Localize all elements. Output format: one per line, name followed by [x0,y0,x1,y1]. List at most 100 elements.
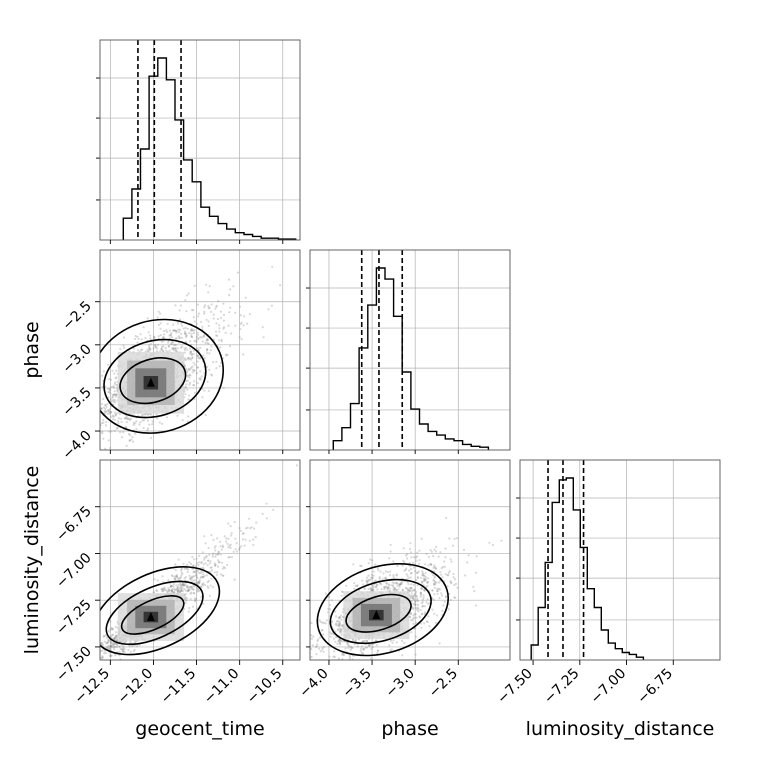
scatter-geocent-time-vs-luminosity-distance-point-371 [187,589,190,593]
scatter-geocent-time-vs-luminosity-distance-point-1391 [100,642,102,645]
scatter-geocent-time-vs-phase-point-582 [132,423,135,426]
scatter-phase-vs-luminosity-distance-point-336 [421,612,424,615]
scatter-geocent-time-vs-phase-point-769 [209,349,212,352]
scatter-geocent-time-vs-luminosity-distance-point-987 [174,578,177,581]
scatter-phase-vs-luminosity-distance-point-1332 [415,579,418,582]
scatter-phase-vs-luminosity-distance-point-144 [418,615,421,618]
scatter-phase-vs-luminosity-distance-point-253 [421,600,424,604]
scatter-geocent-time-vs-phase-point-407 [262,336,265,339]
scatter-geocent-time-vs-phase-point-954 [102,437,105,440]
scatter-phase-vs-luminosity-distance-point-485 [422,594,425,597]
scatter-geocent-time-vs-phase-point-598 [146,413,150,416]
scatter-phase-vs-luminosity-distance-point-149 [370,576,373,579]
scatter-geocent-time-vs-phase-point-279 [96,412,98,414]
scatter-phase-vs-luminosity-distance-point-1349 [379,582,382,585]
scatter-phase-vs-luminosity-distance-point-170 [415,572,418,575]
scatter-phase-vs-luminosity-distance-point-1229 [420,587,423,590]
scatter-geocent-time-vs-phase-point-869 [238,305,242,308]
scatter-phase-vs-luminosity-distance-point-8 [371,645,374,649]
scatter-geocent-time-vs-phase-point-1095 [203,357,206,360]
scatter-geocent-time-vs-luminosity-distance-point-904 [244,538,247,541]
scatter-geocent-time-vs-phase-point-943 [192,369,196,372]
scatter-geocent-time-vs-phase-point-1306 [147,427,150,430]
scatter-phase-vs-luminosity-distance-point-1221 [407,583,410,586]
x-tick-label-geocent-time-2: −11.5 [158,666,200,708]
scatter-phase-vs-luminosity-distance-point-1260 [338,627,341,630]
scatter-geocent-time-vs-luminosity-distance-point-761 [110,636,113,639]
scatter-geocent-time-vs-phase-point-1216 [161,349,165,353]
scatter-phase-vs-luminosity-distance-point-541 [416,571,419,574]
scatter-geocent-time-vs-luminosity-distance-point-1019 [245,527,248,530]
scatter-phase-vs-luminosity-distance-point-148 [433,583,436,586]
scatter-geocent-time-vs-luminosity-distance-point-3 [138,643,141,647]
scatter-phase-vs-luminosity-distance-point-508 [359,649,362,653]
scatter-geocent-time-vs-phase-point-412 [196,303,199,306]
scatter-geocent-time-vs-phase-point-1380 [92,399,94,401]
scatter-geocent-time-vs-phase-point-794 [154,345,157,348]
scatter-geocent-time-vs-luminosity-distance-point-635 [221,574,224,577]
scatter-phase-vs-luminosity-distance-point-225 [426,580,429,584]
scatter-geocent-time-vs-phase-point-849 [149,413,153,416]
scatter-geocent-time-vs-phase-point-998 [195,372,199,375]
scatter-geocent-time-vs-phase-point-1299 [138,423,141,426]
scatter-geocent-time-vs-phase-point-1225 [107,409,110,412]
scatter-phase-vs-luminosity-distance-point-1387 [354,638,357,641]
scatter-phase-vs-luminosity-distance-point-1268 [340,628,343,631]
scatter-geocent-time-vs-phase-point-1090 [203,333,206,337]
scatter-phase-vs-luminosity-distance-point-286 [401,588,404,591]
scatter-geocent-time-vs-phase-point-446 [219,310,222,313]
scatter-geocent-time-vs-phase-point-1319 [228,294,231,297]
scatter-geocent-time-vs-phase-point-207 [166,330,169,334]
scatter-geocent-time-vs-luminosity-distance-point-375 [199,585,203,588]
scatter-geocent-time-vs-phase-point-524 [183,332,186,335]
scatter-geocent-time-vs-phase-point-1201 [115,393,118,397]
scatter-phase-vs-luminosity-distance-point-402 [327,607,330,611]
scatter-phase-vs-luminosity-distance-point-157 [420,602,423,605]
scatter-geocent-time-vs-luminosity-distance-point-526 [196,569,199,572]
scatter-geocent-time-vs-phase-point-176 [168,329,171,332]
scatter-geocent-time-vs-luminosity-distance-point-864 [123,641,126,644]
scatter-geocent-time-vs-phase-point-963 [187,398,190,401]
scatter-phase-vs-luminosity-distance-point-1355 [423,563,427,566]
scatter-geocent-time-vs-phase-point-900 [224,331,227,334]
scatter-geocent-time-vs-phase-point-734 [136,341,139,344]
scatter-geocent-time-vs-phase-point-762 [90,422,92,424]
scatter-phase-vs-luminosity-distance-point-495 [304,655,306,657]
scatter-geocent-time-vs-luminosity-distance-point-46 [98,651,100,653]
scatter-geocent-time-vs-phase-point-1343 [240,321,243,324]
scatter-phase-vs-luminosity-distance-point-847 [332,637,336,640]
scatter-phase-vs-luminosity-distance-point-522 [376,649,379,652]
scatter-phase-vs-luminosity-distance-point-231 [421,604,425,608]
scatter-geocent-time-vs-phase-point-1149 [176,347,179,350]
scatter-phase-vs-luminosity-distance-point-832 [448,570,451,573]
scatter-geocent-time-vs-phase-point-141 [184,326,187,330]
y-axis-label-luminosity-distance: luminosity_distance [21,466,43,655]
scatter-geocent-time-vs-phase-point-196 [111,395,114,398]
scatter-geocent-time-vs-phase-point-1036 [193,391,197,394]
scatter-geocent-time-vs-luminosity-distance-point-465 [195,573,198,577]
scatter-phase-vs-luminosity-distance-point-1247 [426,598,429,601]
scatter-geocent-time-vs-phase-points [90,265,282,450]
scatter-geocent-time-vs-phase-point-629 [140,348,143,351]
hist-geocent-time-bars [122,57,297,240]
scatter-geocent-time-vs-phase-point-772 [131,440,135,443]
scatter-geocent-time-vs-phase-point-448 [106,387,109,390]
scatter-geocent-time-vs-luminosity-distance-point-1179 [163,589,166,592]
scatter-phase-vs-luminosity-distance-point-834 [446,585,449,588]
scatter-phase-vs-luminosity-distance-point-596 [428,625,431,628]
scatter-geocent-time-vs-phase-point-953 [104,403,107,406]
scatter-phase-vs-luminosity-distance-point-345 [375,583,378,587]
scatter-phase-vs-luminosity-distance-point-528 [351,646,354,650]
scatter-phase-vs-luminosity-distance-point-1292 [408,587,411,590]
scatter-geocent-time-vs-phase-point-589 [212,360,215,364]
scatter-phase-vs-luminosity-distance-point-1282 [339,643,342,646]
scatter-geocent-time-vs-phase-point-593 [113,393,116,396]
scatter-phase-vs-luminosity-distance-point-159 [415,556,418,559]
scatter-phase-vs-luminosity-distance-point-1200 [329,661,331,663]
scatter-phase-vs-luminosity-distance-point-397 [369,558,372,561]
scatter-geocent-time-vs-phase-point-562 [174,349,177,353]
scatter-geocent-time-vs-phase-point-1127 [197,315,200,318]
scatter-geocent-time-vs-phase-point-357 [111,369,114,372]
scatter-geocent-time-vs-phase-point-605 [208,306,211,309]
scatter-geocent-time-vs-luminosity-distance-point-531 [170,589,173,592]
